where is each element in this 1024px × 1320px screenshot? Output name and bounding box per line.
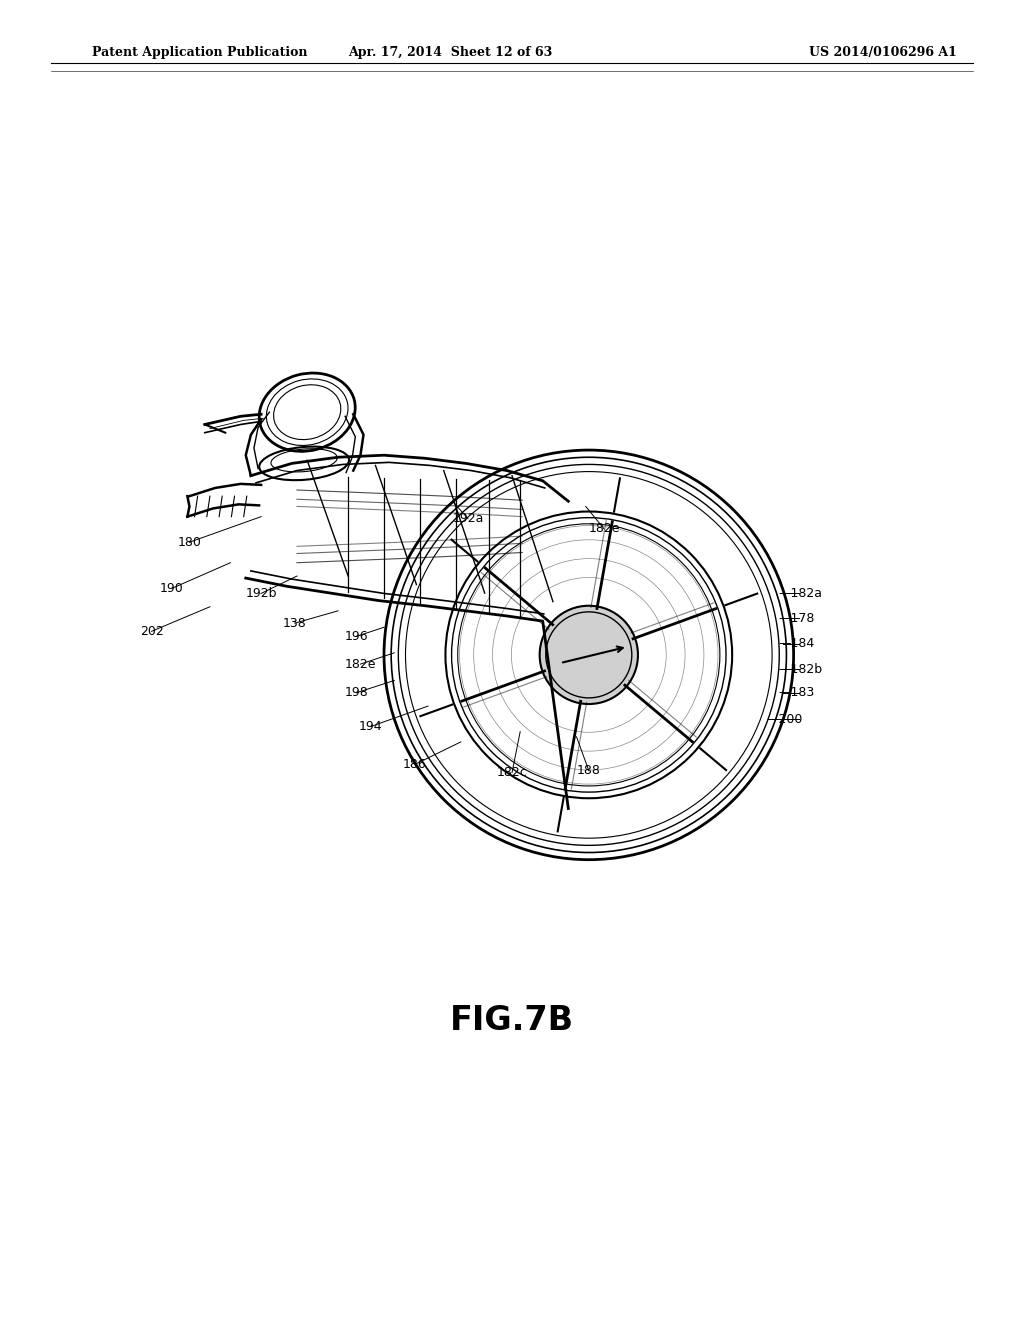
Text: 138: 138 — [283, 616, 307, 630]
Text: —200: —200 — [766, 713, 803, 726]
Text: 194: 194 — [358, 721, 383, 733]
Text: 198: 198 — [344, 686, 369, 700]
Text: 196: 196 — [344, 630, 369, 643]
Text: —183: —183 — [778, 686, 814, 700]
Text: 202: 202 — [139, 624, 164, 638]
Text: 182c: 182c — [497, 766, 527, 779]
Text: 192b: 192b — [246, 587, 276, 599]
Text: —182b: —182b — [778, 663, 822, 676]
Text: 192a: 192a — [453, 512, 483, 525]
Text: Patent Application Publication: Patent Application Publication — [92, 46, 307, 59]
Text: Apr. 17, 2014  Sheet 12 of 63: Apr. 17, 2014 Sheet 12 of 63 — [348, 46, 553, 59]
Text: —182a: —182a — [778, 587, 822, 599]
Circle shape — [540, 606, 638, 704]
Text: US 2014/0106296 A1: US 2014/0106296 A1 — [809, 46, 956, 59]
Text: —184: —184 — [778, 638, 814, 651]
Text: 182e: 182e — [589, 523, 620, 536]
Text: 188: 188 — [577, 764, 601, 777]
Text: 190: 190 — [160, 582, 184, 595]
Text: FIG.7B: FIG.7B — [450, 1005, 574, 1038]
Text: 186: 186 — [402, 758, 427, 771]
Text: —178: —178 — [778, 611, 815, 624]
Text: 180: 180 — [177, 536, 202, 549]
Text: 182e: 182e — [345, 657, 376, 671]
